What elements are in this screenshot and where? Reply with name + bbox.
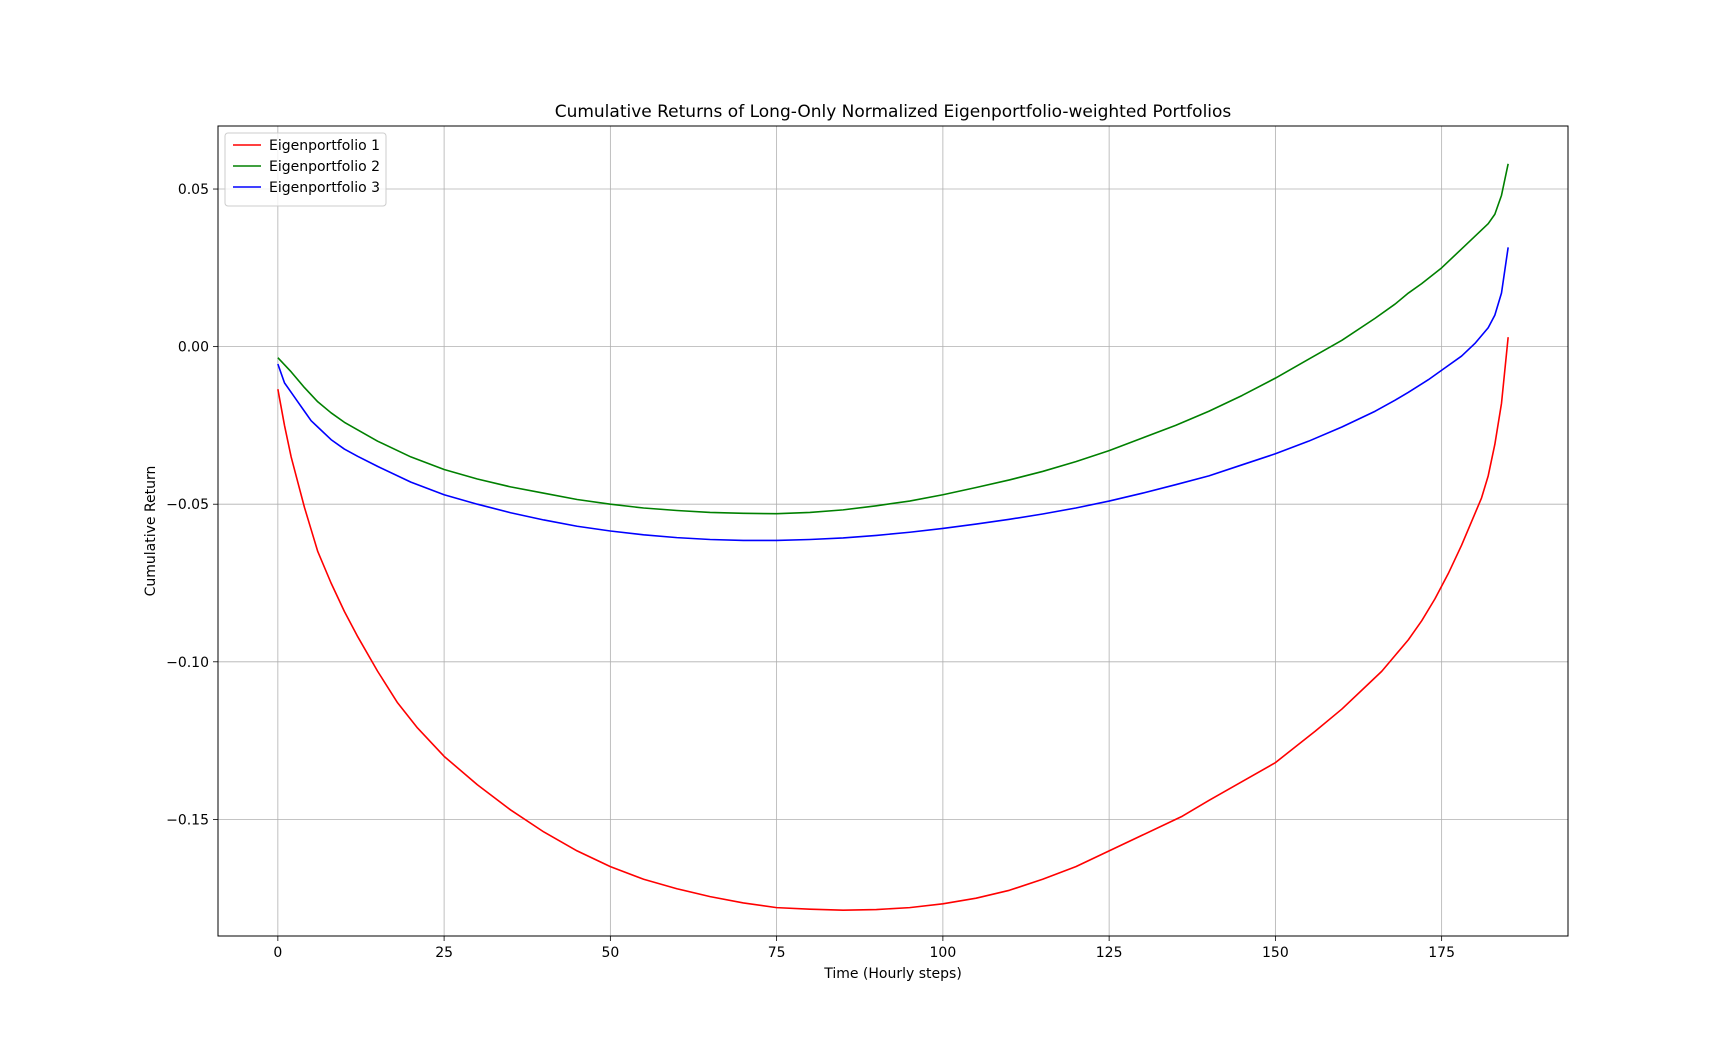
y-tick-label: −0.05 — [166, 497, 209, 513]
y-tick-label: −0.10 — [166, 655, 209, 671]
x-tick-label: 100 — [930, 945, 957, 961]
x-tick-label: 50 — [601, 945, 619, 961]
x-tick-label: 150 — [1262, 945, 1289, 961]
y-tick-label: 0.00 — [178, 340, 209, 356]
x-tick-label: 175 — [1428, 945, 1455, 961]
x-tick-label: 125 — [1096, 945, 1123, 961]
series-line-2 — [277, 163, 1509, 515]
y-axis-label: Cumulative Return — [143, 466, 159, 597]
legend-label-2: Eigenportfolio 2 — [269, 159, 380, 175]
y-axis-ticks: 0.05 0.00 −0.05 −0.10 −0.15 — [166, 182, 218, 828]
chart-title: Cumulative Returns of Long-Only Normaliz… — [555, 102, 1232, 122]
series-line-1 — [277, 337, 1509, 911]
x-tick-label: 75 — [768, 945, 786, 961]
y-tick-label: −0.15 — [166, 812, 209, 828]
legend-label-1: Eigenportfolio 1 — [269, 138, 380, 154]
x-axis-ticks: 0 25 50 75 100 125 150 175 — [273, 936, 1455, 961]
x-tick-label: 0 — [273, 945, 282, 961]
legend-label-3: Eigenportfolio 3 — [269, 180, 380, 196]
x-axis-label: Time (Hourly steps) — [823, 966, 962, 982]
plot-area-frame — [217, 125, 1569, 937]
series-line-3 — [277, 247, 1509, 542]
y-tick-label: 0.05 — [178, 182, 209, 198]
series-lines — [277, 163, 1509, 911]
legend: Eigenportfolio 1 Eigenportfolio 2 Eigenpor… — [224, 132, 387, 207]
legend-box — [224, 132, 387, 207]
x-tick-label: 25 — [435, 945, 453, 961]
